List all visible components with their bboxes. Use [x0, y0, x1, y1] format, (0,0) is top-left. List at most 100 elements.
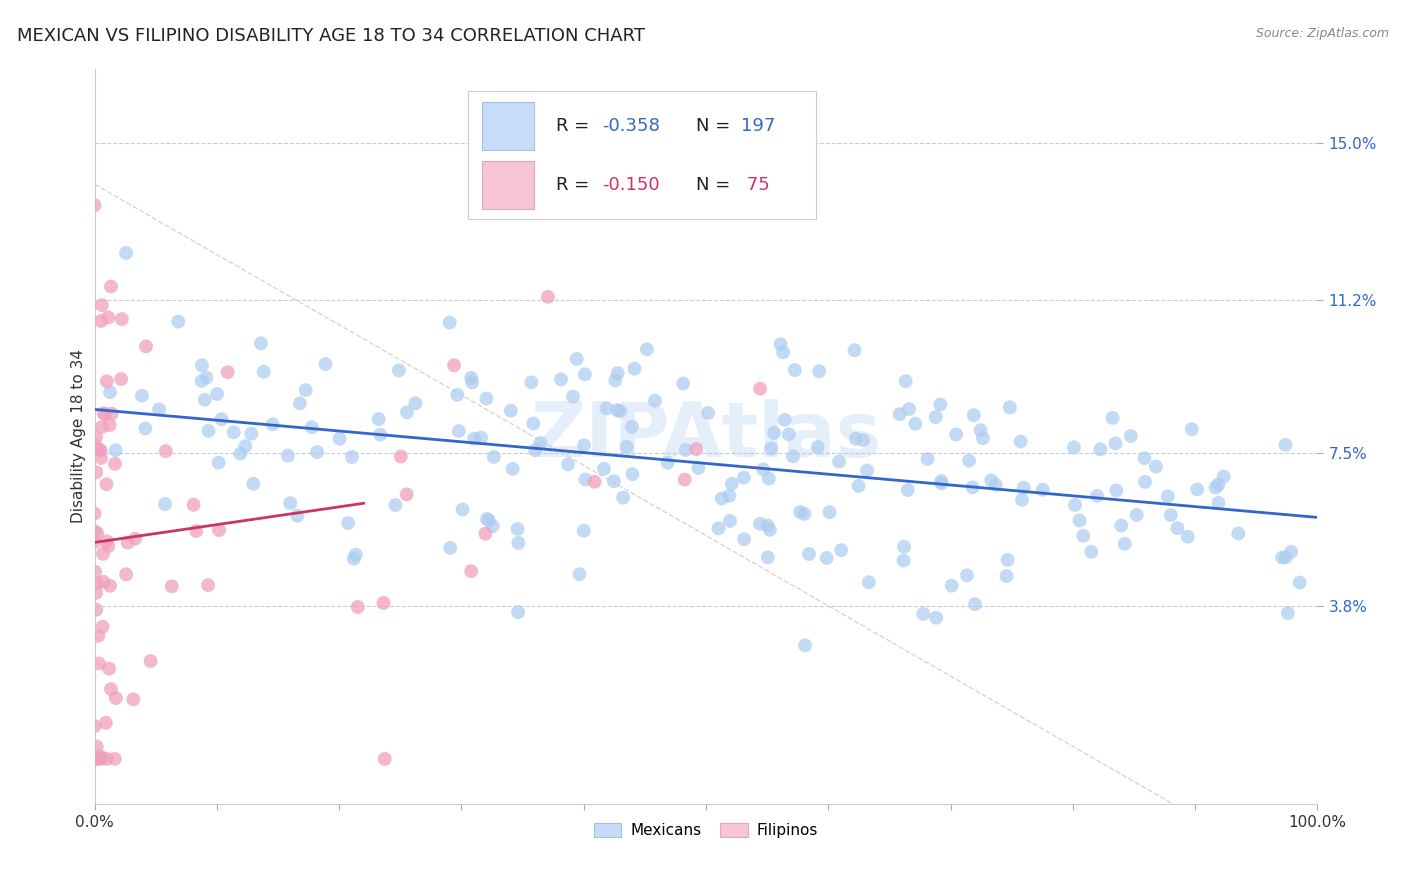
Point — [621, 467, 644, 482]
Point — [1181, 422, 1204, 436]
Point — [91, 547, 114, 561]
Point — [307, 445, 329, 459]
Point — [86, 752, 108, 766]
Point — [858, 575, 880, 590]
Text: R =: R = — [555, 176, 595, 194]
Y-axis label: Disability Age 18 to 34: Disability Age 18 to 34 — [72, 350, 86, 524]
Point — [1125, 508, 1147, 522]
Point — [1090, 442, 1112, 457]
Point — [707, 521, 730, 535]
Point — [197, 424, 219, 438]
Point — [87, 657, 110, 671]
Point — [94, 408, 117, 422]
Point — [759, 523, 782, 537]
Point — [482, 450, 505, 464]
Point — [389, 450, 412, 464]
Point — [285, 508, 308, 523]
Point — [481, 519, 503, 533]
Point — [262, 417, 284, 432]
Point — [929, 397, 952, 411]
Point — [941, 579, 963, 593]
Point — [1274, 438, 1296, 452]
Point — [91, 620, 114, 634]
Point — [595, 401, 617, 416]
Point — [572, 524, 595, 538]
Point — [347, 600, 370, 615]
Point — [294, 383, 316, 397]
Point — [856, 463, 879, 477]
Point — [1080, 545, 1102, 559]
Point — [84, 465, 107, 479]
Point — [1208, 477, 1230, 491]
Point — [367, 412, 389, 426]
Point — [1187, 483, 1209, 497]
Point — [343, 551, 366, 566]
Point — [217, 365, 239, 379]
Point — [606, 403, 628, 417]
Point — [211, 412, 233, 426]
Point — [100, 279, 122, 293]
Point — [897, 402, 920, 417]
Point — [195, 370, 218, 384]
Point — [636, 343, 658, 357]
Point — [463, 432, 485, 446]
Point — [278, 496, 301, 510]
Point — [904, 417, 927, 431]
Point — [315, 357, 337, 371]
Point — [96, 375, 118, 389]
Point — [373, 596, 395, 610]
Point — [620, 419, 643, 434]
Point — [675, 442, 697, 457]
Point — [945, 427, 967, 442]
Point — [697, 406, 720, 420]
Point — [451, 502, 474, 516]
Point — [100, 407, 122, 421]
Point — [506, 522, 529, 536]
Point — [830, 543, 852, 558]
Point — [644, 393, 666, 408]
Point — [606, 366, 628, 380]
Point — [1208, 496, 1230, 510]
Point — [90, 314, 112, 328]
Point — [1144, 459, 1167, 474]
Point — [773, 413, 796, 427]
Point — [733, 532, 755, 546]
Point — [194, 392, 217, 407]
Point — [277, 449, 299, 463]
Point — [749, 516, 772, 531]
Point — [370, 427, 392, 442]
Text: 75: 75 — [741, 176, 770, 194]
Point — [460, 564, 482, 578]
Point — [1212, 469, 1234, 483]
Point — [893, 554, 915, 568]
Point — [447, 424, 470, 438]
Point — [763, 425, 786, 440]
Point — [460, 371, 482, 385]
Point — [374, 752, 396, 766]
Point — [998, 401, 1021, 415]
Point — [148, 402, 170, 417]
FancyBboxPatch shape — [468, 91, 815, 219]
Point — [475, 512, 498, 526]
Point — [83, 507, 105, 521]
Point — [574, 473, 596, 487]
Point — [84, 439, 107, 453]
Point — [718, 514, 741, 528]
Point — [1277, 606, 1299, 620]
FancyBboxPatch shape — [482, 102, 534, 150]
Point — [963, 597, 986, 611]
Text: N =: N = — [696, 117, 737, 135]
Point — [115, 567, 138, 582]
Point — [772, 345, 794, 359]
Point — [208, 523, 231, 537]
Point — [478, 513, 501, 527]
Point — [474, 526, 496, 541]
Point — [499, 403, 522, 417]
Point — [104, 443, 127, 458]
Point — [89, 749, 111, 764]
Point — [86, 752, 108, 766]
Point — [1063, 441, 1085, 455]
Point — [1279, 544, 1302, 558]
Point — [720, 476, 742, 491]
Point — [122, 692, 145, 706]
